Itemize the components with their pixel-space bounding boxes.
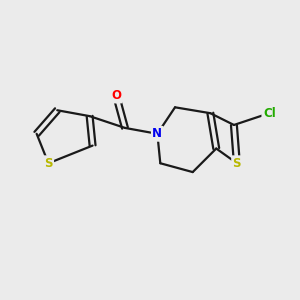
Text: N: N [152,127,162,140]
Text: Cl: Cl [263,107,276,120]
Text: O: O [111,89,121,102]
Text: S: S [232,157,241,170]
Text: S: S [44,157,53,170]
